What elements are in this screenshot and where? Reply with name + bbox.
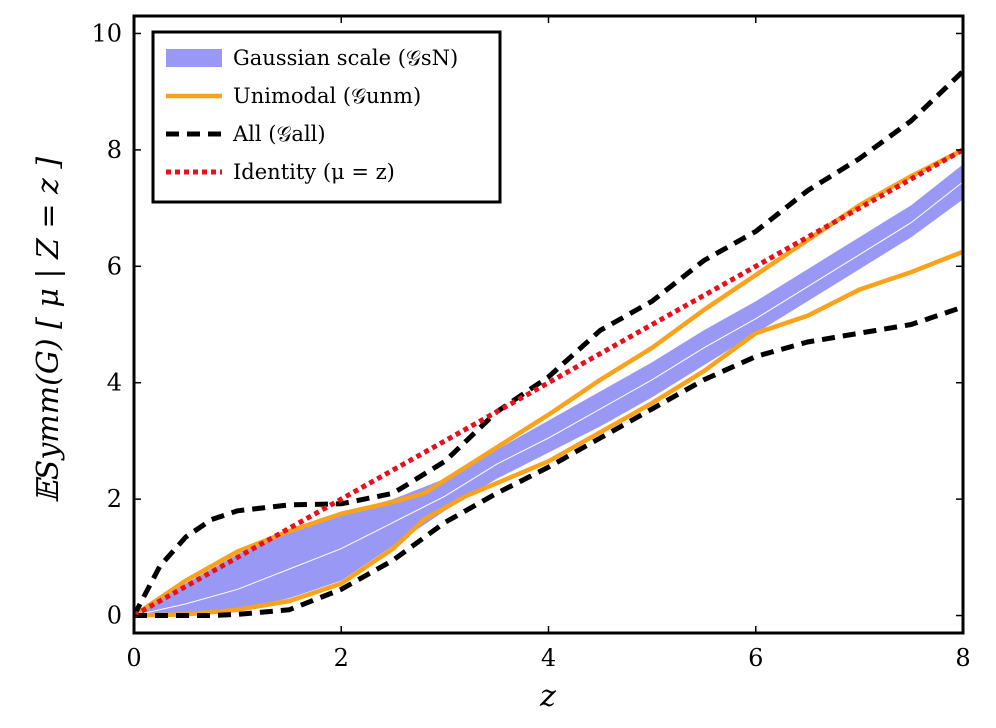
x-tick-label: 2 xyxy=(334,644,349,672)
y-tick-label: 2 xyxy=(107,485,122,513)
series-unimodal-lower-line xyxy=(134,249,963,618)
legend: Gaussian scale (𝒢sN) Unimodal (𝒢unm) All (… xyxy=(151,30,502,204)
y-tick-label: 6 xyxy=(107,252,122,280)
y-tick-label: 10 xyxy=(91,19,122,47)
x-tick-label: 0 xyxy=(126,644,141,672)
legend-item-gaussian-scale: Gaussian scale (𝒢sN) xyxy=(233,46,458,70)
series-unimodal-upper-line xyxy=(134,147,963,618)
y-axis-label: 𝔼Symm(G) [ μ | Z = z ] xyxy=(31,157,66,503)
series-band-center-line xyxy=(134,181,963,616)
x-axis-label: z xyxy=(539,679,556,714)
legend-swatch-band xyxy=(166,49,222,67)
series-identity-line xyxy=(134,147,963,618)
plot-frame xyxy=(132,14,965,635)
y-tick-label: 8 xyxy=(107,136,122,164)
legend-item-identity: Identity (μ = z) xyxy=(233,160,395,184)
legend-item-all: All (𝒢all) xyxy=(232,122,326,146)
legend-item-unimodal: Unimodal (𝒢unm) xyxy=(233,84,421,108)
series-band-gaussian-scale xyxy=(134,164,963,616)
x-tick-label: 6 xyxy=(748,644,763,672)
axis-ticks: 0 2 4 6 8 0 2 4 6 8 10 xyxy=(91,16,971,672)
y-tick-label: 4 xyxy=(107,369,122,397)
plot-area xyxy=(134,69,963,618)
y-tick-label: 0 xyxy=(107,602,122,630)
x-tick-label: 4 xyxy=(541,644,556,672)
series-all-lower-line xyxy=(134,304,963,618)
x-tick-label: 8 xyxy=(955,644,970,672)
